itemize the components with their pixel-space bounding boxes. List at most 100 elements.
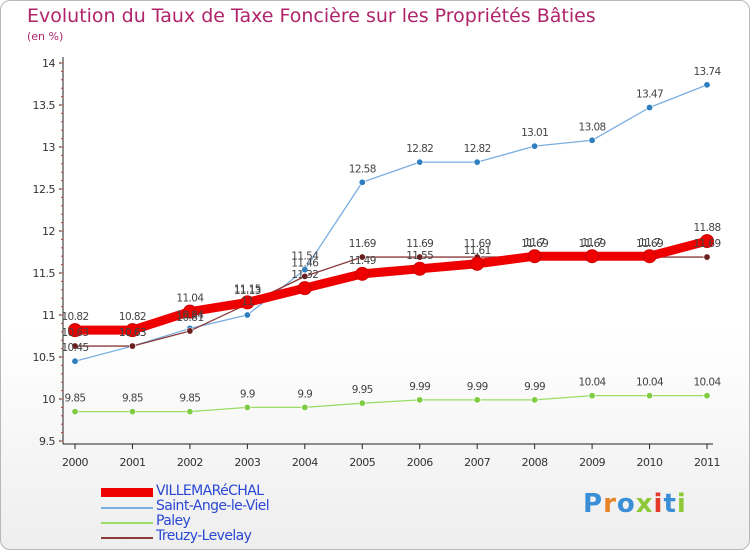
y-tick-label: 9.5 <box>39 435 55 448</box>
x-tick-label: 2005 <box>349 456 375 469</box>
data-point-0 <box>527 249 542 264</box>
data-label-2: 10.04 <box>693 377 721 389</box>
x-tick-label: 2001 <box>119 456 145 469</box>
data-label-3: 11.69 <box>464 238 491 250</box>
legend-swatch-paley <box>101 522 153 524</box>
data-point-2 <box>301 403 309 411</box>
data-point-3 <box>186 327 194 335</box>
data-label-0: 11.32 <box>291 269 318 281</box>
data-point-1 <box>588 136 596 144</box>
data-point-2 <box>71 408 79 416</box>
data-point-2 <box>703 392 711 400</box>
data-point-3 <box>416 253 424 261</box>
data-label-3: 11.13 <box>234 285 261 297</box>
legend-swatch-villemarechal <box>101 488 153 497</box>
data-point-2 <box>531 396 539 404</box>
data-point-2 <box>128 408 136 416</box>
logo-letter: r <box>603 489 617 519</box>
data-label-1: 12.82 <box>464 143 491 155</box>
data-point-2 <box>416 396 424 404</box>
x-tick-label: 2002 <box>177 456 203 469</box>
data-point-0 <box>297 281 312 296</box>
data-label-0: 11.55 <box>406 250 433 262</box>
data-point-2 <box>243 403 251 411</box>
data-label-0: 11.7 <box>524 237 545 249</box>
data-label-3: 11.46 <box>291 257 319 269</box>
data-label-3: 11.69 <box>693 238 720 250</box>
logo-letter: x <box>635 489 654 519</box>
data-label-0: 10.82 <box>61 311 88 323</box>
data-point-0 <box>585 249 600 264</box>
data-point-0 <box>412 261 427 276</box>
data-label-2: 10.04 <box>579 377 607 389</box>
chart-subtitle: (en %) <box>27 30 64 43</box>
data-point-1 <box>301 266 309 274</box>
data-label-3: 11.69 <box>521 238 548 250</box>
data-point-1 <box>646 104 654 112</box>
logo-letter: i <box>676 489 687 519</box>
data-point-1 <box>531 142 539 150</box>
data-point-3 <box>128 342 136 350</box>
y-tick-label: 10 <box>42 393 55 406</box>
series-line-0 <box>70 236 712 335</box>
series-line-1 <box>74 84 708 362</box>
data-point-1 <box>243 311 251 319</box>
legend-label-treuzy: Treuzy-Levelay <box>156 528 252 544</box>
data-label-1: 13.47 <box>636 89 663 101</box>
logo-letter: i <box>653 489 664 519</box>
data-point-2 <box>358 399 366 407</box>
y-tick-label: 11.5 <box>33 267 56 280</box>
y-tick-label: 11 <box>42 309 55 322</box>
data-label-3: 11.69 <box>406 238 433 250</box>
logo-letter: P <box>583 489 604 519</box>
data-point-3 <box>301 272 309 280</box>
series-line-2 <box>74 394 708 413</box>
data-label-2: 9.85 <box>179 393 200 405</box>
data-label-1: 13.08 <box>579 121 606 133</box>
y-tick-label: 12.5 <box>33 183 56 196</box>
data-point-0 <box>182 304 197 319</box>
data-point-3 <box>703 253 711 261</box>
data-label-3: 10.63 <box>61 327 88 339</box>
legend-label-paley: Paley <box>156 513 191 529</box>
x-tick-label: 2008 <box>522 456 548 469</box>
data-label-0: 11.61 <box>464 245 491 257</box>
data-point-2 <box>646 392 654 400</box>
x-tick-label: 2004 <box>292 456 318 469</box>
logo-letter: t <box>663 489 677 519</box>
data-point-0 <box>642 249 657 264</box>
data-point-1 <box>358 178 366 186</box>
y-tick-label: 10.5 <box>33 351 56 364</box>
legend-swatch-saint-ange <box>101 507 153 509</box>
data-label-3: 10.81 <box>176 312 203 324</box>
x-tick-label: 2000 <box>62 456 88 469</box>
x-tick-label: 2010 <box>637 456 663 469</box>
data-point-1 <box>71 357 79 365</box>
y-tick-label: 12 <box>42 225 55 238</box>
data-label-1: 11 <box>241 296 253 308</box>
proxiti-logo: Proxiti <box>583 489 687 519</box>
data-label-0: 11.04 <box>176 293 204 305</box>
data-point-0 <box>355 266 370 281</box>
data-label-2: 10.04 <box>636 377 664 389</box>
data-point-2 <box>186 408 194 416</box>
data-label-2: 9.9 <box>297 388 312 400</box>
data-label-0: 11.7 <box>639 237 660 249</box>
data-label-0: 11.49 <box>349 255 376 267</box>
data-point-2 <box>473 396 481 404</box>
data-label-3: 11.69 <box>636 238 663 250</box>
data-label-2: 9.85 <box>65 393 86 405</box>
data-label-2: 9.99 <box>467 381 488 393</box>
x-tick-label: 2009 <box>579 456 605 469</box>
data-label-1: 12.82 <box>406 143 433 155</box>
data-point-0 <box>125 323 140 338</box>
data-label-2: 9.95 <box>352 384 373 396</box>
data-point-3 <box>71 342 79 350</box>
x-tick-label: 2003 <box>234 456 260 469</box>
data-label-2: 9.9 <box>240 388 255 400</box>
x-tick-label: 2007 <box>464 456 490 469</box>
data-point-0 <box>700 234 714 249</box>
data-point-0 <box>470 256 485 271</box>
data-label-1: 10.45 <box>61 342 88 354</box>
